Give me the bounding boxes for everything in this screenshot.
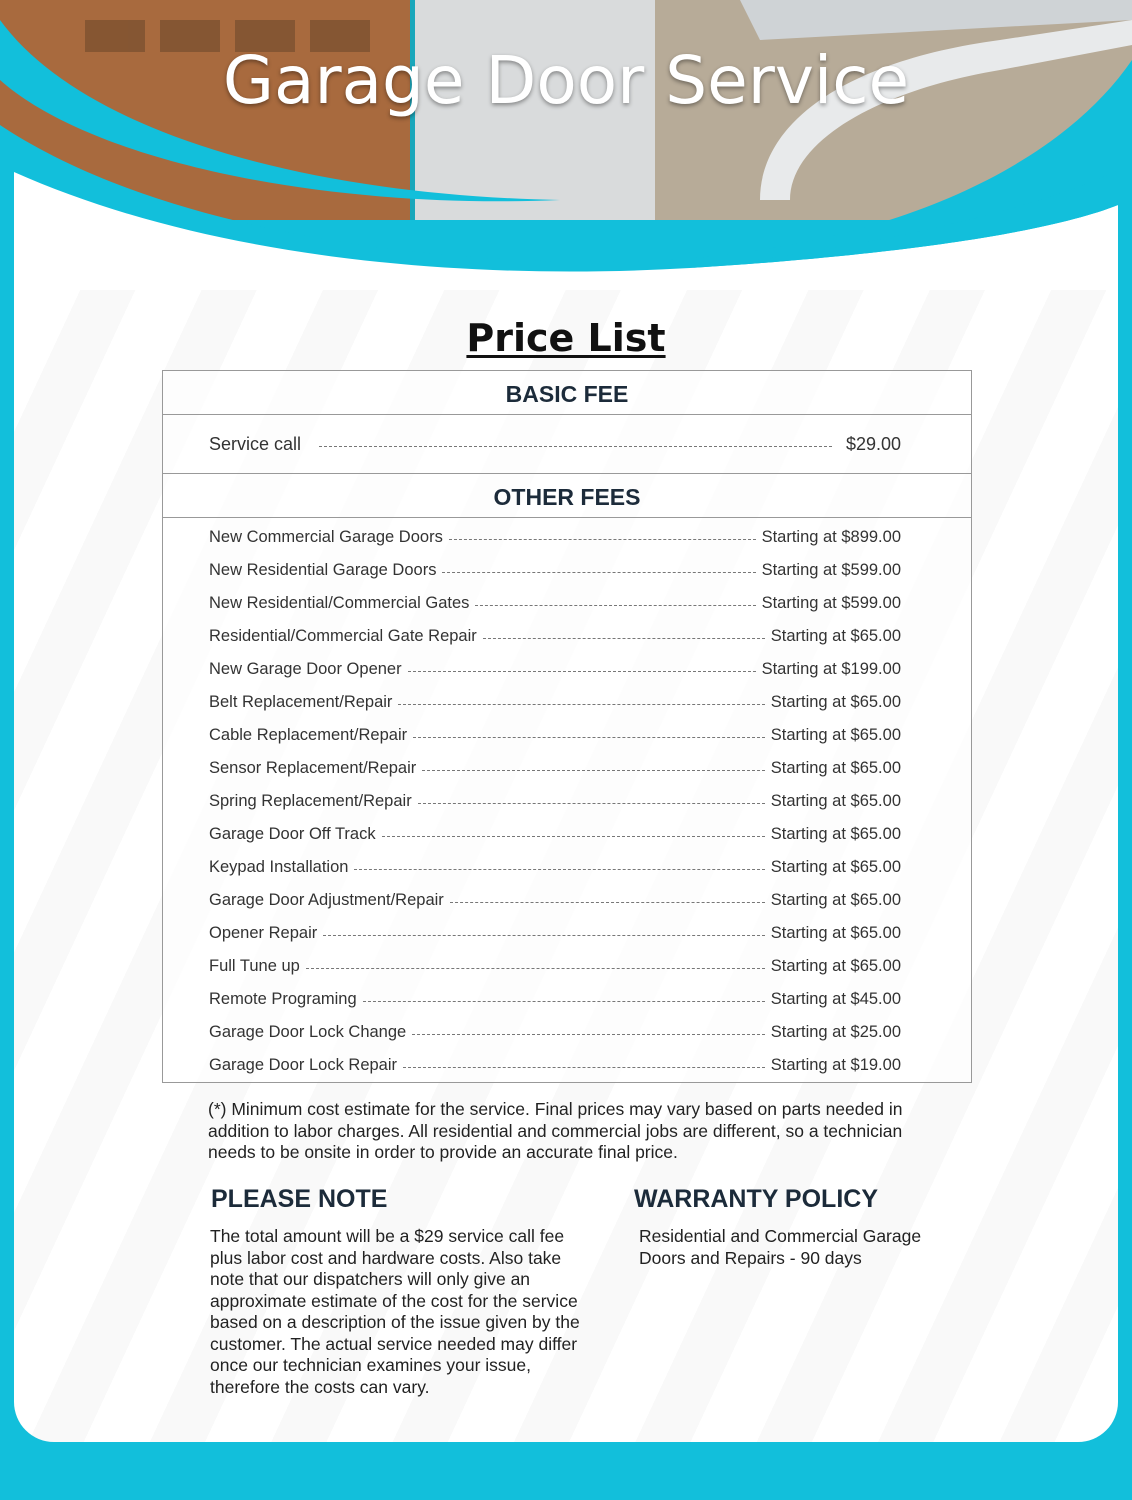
table-row: Full Tune up Starting at $65.00 [163, 950, 971, 983]
item-name: Cable Replacement/Repair [209, 726, 408, 744]
table-row: Belt Replacement/Repair Starting at $65.0… [163, 686, 971, 719]
dashed-leader [448, 539, 756, 540]
item-price: Starting at $599.00 [761, 594, 901, 612]
item-name: Remote Programing [209, 990, 357, 1008]
item-price: Starting at $199.00 [761, 660, 901, 678]
item-name: Keypad Installation [209, 858, 349, 876]
item-name: New Commercial Garage Doors [209, 528, 443, 546]
item-price: $29.00 [845, 433, 901, 454]
item-name: Service call [209, 433, 302, 454]
dashed-leader [442, 572, 756, 573]
item-name: Garage Door Adjustment/Repair [209, 891, 444, 909]
dashed-leader [319, 445, 832, 447]
price-list-title: Price List [0, 316, 1132, 360]
dashed-leader [407, 671, 756, 672]
item-name: Garage Door Lock Change [209, 1023, 407, 1041]
other-fees-heading: OTHER FEES [163, 474, 971, 518]
dashed-leader [381, 836, 765, 837]
please-note-text: The total amount will be a $29 service c… [210, 1226, 580, 1397]
table-row: Keypad Installation Starting at $65.00 [163, 851, 971, 884]
table-row: Garage Door Lock Change Starting at $25.0… [163, 1016, 971, 1049]
item-price: Starting at $599.00 [761, 561, 901, 579]
item-name: Garage Door Lock Repair [209, 1056, 398, 1074]
other-fees-list: New Commercial Garage Doors Starting at $… [163, 518, 971, 1082]
page-title: Garage Door Service [222, 42, 910, 119]
table-row: Garage Door Adjustment/Repair Starting at… [163, 884, 971, 917]
item-price: Starting at $65.00 [770, 792, 901, 810]
dashed-leader [362, 1001, 765, 1002]
dashed-leader [475, 605, 756, 606]
item-price: Starting at $65.00 [770, 825, 901, 843]
item-price: Starting at $65.00 [770, 891, 901, 909]
table-row: Spring Replacement/Repair Starting at $65… [163, 785, 971, 818]
dashed-leader [305, 968, 765, 969]
dashed-leader [413, 737, 765, 738]
item-price: Starting at $25.00 [770, 1023, 901, 1041]
header-banner [0, 0, 1132, 300]
item-name: Sensor Replacement/Repair [209, 759, 417, 777]
dashed-leader [323, 935, 765, 936]
table-row: Remote Programing Starting at $45.00 [163, 983, 971, 1016]
please-note-heading: PLEASE NOTE [211, 1185, 388, 1213]
dashed-leader [403, 1067, 765, 1068]
dashed-leader [354, 869, 765, 870]
item-name: New Residential/Commercial Gates [209, 594, 470, 612]
item-name: Belt Replacement/Repair [209, 693, 393, 711]
footnote: (*) Minimum cost estimate for the servic… [208, 1099, 903, 1162]
item-name: New Garage Door Opener [209, 660, 402, 678]
item-name: Spring Replacement/Repair [209, 792, 412, 810]
table-row: New Commercial Garage Doors Starting at $… [163, 521, 971, 554]
item-price: Starting at $899.00 [761, 528, 901, 546]
item-price: Starting at $19.00 [770, 1056, 901, 1074]
dashed-leader [482, 638, 765, 639]
table-row: New Residential/Commercial Gates Starting… [163, 587, 971, 620]
table-row: New Residential Garage Doors Starting at … [163, 554, 971, 587]
price-table: BASIC FEE Service call $29.00 OTHER FEES… [162, 370, 972, 1083]
table-row: New Garage Door Opener Starting at $199.0… [163, 653, 971, 686]
table-row: Cable Replacement/Repair Starting at $65.… [163, 719, 971, 752]
table-row: Garage Door Lock Repair Starting at $19.0… [163, 1049, 971, 1082]
item-name: Garage Door Off Track [209, 825, 376, 843]
item-price: Starting at $65.00 [770, 693, 901, 711]
dashed-leader [422, 770, 765, 771]
warranty-heading: WARRANTY POLICY [634, 1185, 878, 1213]
item-price: Starting at $65.00 [770, 924, 901, 942]
item-price: Starting at $65.00 [770, 957, 901, 975]
table-row: Sensor Replacement/Repair Starting at $65… [163, 752, 971, 785]
table-row: Opener Repair Starting at $65.00 [163, 917, 971, 950]
item-price: Starting at $65.00 [770, 627, 901, 645]
table-row: Residential/Commercial Gate Repair Starti… [163, 620, 971, 653]
item-name: New Residential Garage Doors [209, 561, 437, 579]
warranty-text: Residential and Commercial Garage Doors … [639, 1226, 922, 1268]
dashed-leader [449, 902, 765, 903]
price-list-title-text: Price List [466, 316, 666, 360]
dashed-leader [417, 803, 765, 804]
item-name: Full Tune up [209, 957, 300, 975]
item-price: Starting at $65.00 [770, 726, 901, 744]
table-row: Garage Door Off Track Starting at $65.00 [163, 818, 971, 851]
dashed-leader [398, 704, 765, 705]
basic-fee-heading: BASIC FEE [163, 371, 971, 415]
item-name: Opener Repair [209, 924, 318, 942]
item-price: Starting at $65.00 [770, 759, 901, 777]
door-panel-photo [415, 0, 655, 220]
table-row: Service call $29.00 [163, 415, 971, 474]
dashed-leader [412, 1034, 765, 1035]
item-price: Starting at $65.00 [770, 858, 901, 876]
item-name: Residential/Commercial Gate Repair [209, 627, 477, 645]
item-price: Starting at $45.00 [770, 990, 901, 1008]
